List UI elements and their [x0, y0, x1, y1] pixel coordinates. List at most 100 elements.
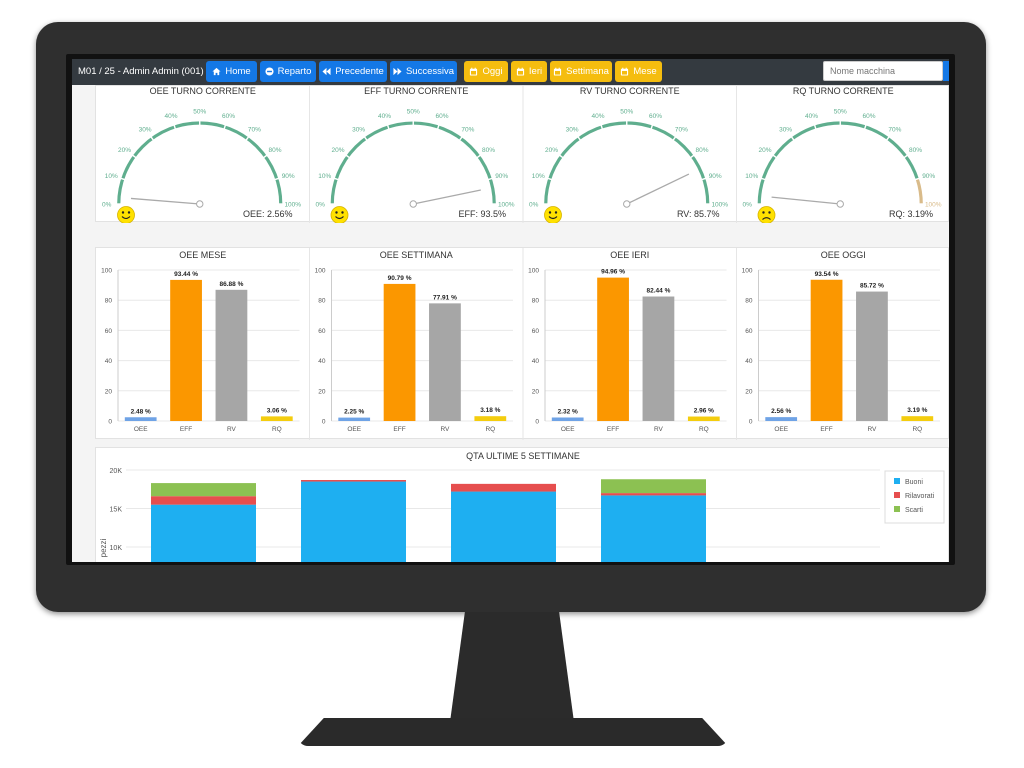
bar-rv	[642, 296, 675, 421]
stacked-chart-svg: QTA ULTIME 5 SETTIMANE pezzi 10K 15K 20K Buon…	[99, 451, 945, 562]
bar-ytick-label: 20	[105, 388, 113, 395]
gauge-tick	[701, 177, 707, 181]
bar-data-label: 2.25 %	[344, 409, 364, 416]
gauge-tick-label: 50%	[620, 109, 633, 116]
gauge-tick-label: 30%	[566, 126, 579, 133]
stacked-ytick-label: 20K	[110, 468, 123, 475]
gauge-readout: RQ: 3.19%	[889, 209, 933, 219]
gauge-tick-label: 80%	[695, 147, 708, 154]
legend-swatch	[894, 478, 900, 484]
reparto-button[interactable]: Reparto	[260, 61, 316, 82]
bar-data-label: 94.96 %	[601, 269, 625, 276]
gauge-tick-label: 50%	[834, 109, 847, 116]
bar-rv	[429, 303, 461, 421]
face-eye	[335, 211, 338, 214]
gauge-tick	[119, 177, 125, 181]
gauge-tick-label: 50%	[407, 109, 420, 116]
gauge-tick	[903, 154, 909, 159]
bar-rq	[474, 416, 507, 421]
gauge-tick	[600, 123, 604, 130]
gauge-readout: EFF: 93.5%	[458, 209, 506, 219]
gauge-needle	[771, 196, 841, 205]
gauge-tick	[790, 135, 795, 141]
bar-rv	[856, 291, 888, 421]
machine-search-input[interactable]	[823, 61, 943, 81]
bar-data-label: 85.72 %	[860, 283, 884, 290]
gauge-tick	[149, 135, 154, 141]
gauge-tick	[459, 135, 464, 141]
bar-rq	[260, 416, 293, 421]
stacked-ytick-label: 15K	[110, 507, 123, 514]
stacked-chart-panel: QTA ULTIME 5 SETTIMANE pezzi 10K 15K 20K Buon…	[95, 447, 949, 562]
precedente-button[interactable]: Precedente	[319, 61, 387, 82]
bar-ytick-label: 100	[315, 268, 326, 275]
bar-ytick-label: 80	[318, 298, 326, 305]
bar-chart-title: OEE IERI	[610, 250, 649, 260]
gauge-readout: OEE: 2.56%	[243, 209, 293, 219]
stacked-chart-title: QTA ULTIME 5 SETTIMANE	[466, 451, 580, 461]
bar-category-label: OEE	[347, 426, 361, 433]
bar-charts-svg: OEE MESE 0 20 40 60 80 100 2.48 % OEE 93.44 % EFF 8…	[101, 248, 940, 440]
gauge-tick	[436, 123, 440, 130]
gauges-svg: OEE TURNO CORRENTE 0% 10% 20% 30% 40% 50% 60% 70…	[102, 86, 942, 224]
gauge-tick-label: 20%	[332, 147, 345, 154]
bar-data-label: 93.54 %	[815, 271, 839, 278]
bar-chart-title: OEE MESE	[179, 250, 226, 260]
bar-eff	[810, 279, 843, 421]
gauge-tick-label: 40%	[165, 113, 178, 120]
calendar-icon	[470, 67, 478, 76]
bar-rq	[687, 416, 720, 421]
gauge-tick-label: 70%	[675, 126, 688, 133]
stacked-bar-rilavorati	[451, 483, 556, 492]
oggi-button[interactable]: Oggi	[464, 61, 508, 82]
gauge-tick-label: 30%	[352, 126, 365, 133]
backward-icon	[322, 67, 331, 76]
bar-ytick-label: 0	[535, 419, 539, 426]
gauge-tick-label: 30%	[139, 126, 152, 133]
bar-ytick-label: 20	[745, 388, 753, 395]
gauge-tick-label: 100%	[498, 202, 515, 209]
bar-category-label: RV	[867, 426, 877, 433]
stacked-legend: Buoni Rilavorati Scarti	[884, 470, 945, 524]
gauge-tick	[813, 123, 817, 130]
bar-rq	[901, 416, 934, 421]
face-circle	[330, 206, 349, 224]
home-button[interactable]: Home	[206, 61, 257, 82]
successiva-button[interactable]: Successiva	[390, 61, 457, 82]
gauge-tick	[546, 177, 552, 181]
face-mouth	[762, 217, 771, 220]
bar-data-label: 90.79 %	[388, 275, 412, 282]
bar-ytick-label: 100	[528, 268, 539, 275]
settimana-button-label: Settimana	[566, 66, 609, 77]
gauge-needle	[130, 197, 200, 205]
navbar: M01 / 25 - Admin Admin (001) Home Repart…	[72, 59, 949, 85]
gauge-tick-label: 10%	[532, 173, 545, 180]
stacked-bar-scarti	[601, 479, 706, 494]
bar-data-label: 86.88 %	[220, 281, 244, 288]
legend-swatch	[894, 506, 900, 512]
gauge-tick-label: 40%	[805, 113, 818, 120]
bar-data-label: 3.19 %	[907, 407, 927, 414]
bar-category-label: RV	[227, 426, 237, 433]
gauge-tick	[476, 154, 482, 159]
page-title: M01 / 25 - Admin Admin (001)	[78, 66, 204, 77]
mese-button[interactable]: Mese	[615, 61, 662, 82]
settimana-button[interactable]: Settimana	[550, 61, 612, 82]
gauge-tick-label: 10%	[105, 173, 118, 180]
bar-data-label: 2.48 %	[131, 408, 151, 415]
bar-ytick-label: 80	[745, 298, 753, 305]
bar-ytick-label: 60	[745, 328, 753, 335]
bar-category-label: EFF	[180, 426, 192, 433]
bar-category-label: RQ	[272, 426, 282, 433]
happy-face-icon	[544, 206, 562, 224]
ieri-button[interactable]: Ieri	[511, 61, 547, 82]
bar-chart-title: OEE OGGI	[821, 250, 866, 260]
stacked-bar-scarti	[151, 483, 256, 497]
bar-charts-panel: OEE MESE 0 20 40 60 80 100 2.48 % OEE 93.44 % EFF 8…	[95, 247, 949, 440]
legend-swatch	[894, 492, 900, 498]
stacked-ytick-label: 10K	[110, 545, 123, 552]
bar-category-label: RQ	[912, 426, 922, 433]
oggi-button-label: Oggi	[482, 66, 503, 77]
gauge-tick-label: 0%	[102, 202, 112, 209]
face-eye	[548, 211, 552, 214]
